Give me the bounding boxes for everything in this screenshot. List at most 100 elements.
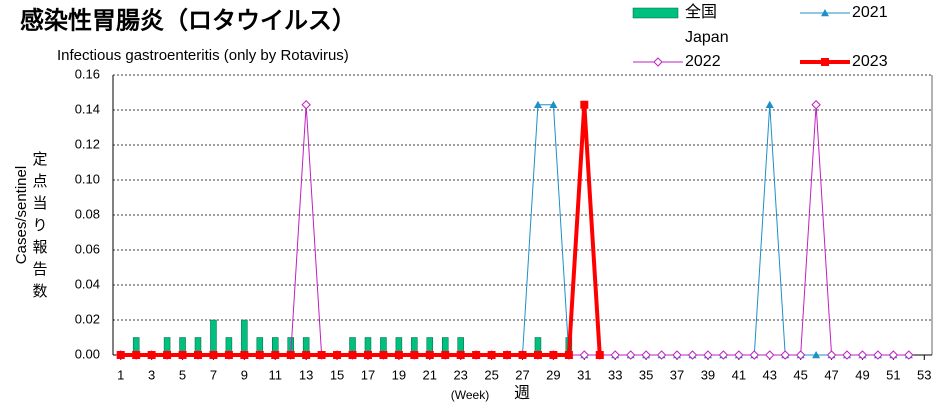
y-tick-label: 0.04 (75, 276, 100, 291)
marker (610, 350, 620, 360)
marker (749, 350, 759, 360)
x-tick-label: 3 (148, 367, 155, 382)
marker (703, 350, 713, 360)
legend-label: 2021 (852, 4, 888, 21)
marker (625, 350, 636, 360)
marker (595, 351, 604, 359)
marker (549, 351, 558, 359)
y-tick-label: 0.12 (75, 136, 100, 151)
x-tick-label: 39 (701, 367, 715, 382)
marker (456, 351, 465, 359)
marker (209, 351, 218, 359)
marker (178, 351, 187, 359)
y-tick-label: 0.06 (75, 241, 100, 256)
marker (780, 350, 790, 360)
x-tick-label: 29 (546, 367, 560, 382)
x-tick-label: 31 (577, 367, 591, 382)
legend-item: 2021 (800, 4, 888, 21)
x-axis-label: (Week) (451, 388, 489, 402)
marker (132, 351, 141, 359)
x-tick-label: 23 (453, 367, 467, 382)
x-tick-label: 21 (423, 367, 437, 382)
line (120, 104, 909, 356)
x-tick-label: 19 (392, 367, 406, 382)
marker (271, 351, 280, 359)
marker (410, 351, 419, 359)
y-tick-label: 0.02 (75, 311, 100, 326)
marker (687, 350, 698, 360)
marker (487, 351, 496, 359)
marker (795, 350, 806, 360)
marker (811, 100, 821, 110)
marker (348, 351, 357, 359)
legend-item: 2022 (633, 53, 721, 70)
legend-swatch (632, 7, 679, 19)
marker (857, 350, 868, 360)
y-tick-label: 0.08 (75, 206, 100, 221)
marker (821, 9, 829, 17)
marker (301, 100, 311, 110)
marker (533, 100, 542, 108)
marker (904, 350, 914, 360)
x-tick-label: 17 (361, 367, 375, 382)
marker (379, 351, 388, 359)
marker (765, 350, 775, 360)
marker (734, 350, 744, 360)
marker (255, 351, 264, 359)
bar (210, 319, 217, 356)
x-tick-label: 43 (763, 367, 777, 382)
marker (826, 350, 837, 360)
legend-item: 2023 (800, 53, 888, 70)
marker (564, 351, 573, 359)
marker (224, 351, 233, 359)
legend-label: 2022 (685, 53, 721, 70)
x-tick-label: 15 (330, 367, 344, 382)
marker (580, 100, 589, 109)
y-tick-label: 0.00 (75, 346, 100, 361)
bar (241, 319, 248, 356)
marker (302, 351, 311, 359)
x-tick-label: 53 (917, 367, 931, 382)
x-tick-label: 45 (793, 367, 807, 382)
x-tick-label: 1 (117, 367, 124, 382)
legend-item: 全国 Japan (632, 3, 729, 46)
x-tick-label: 11 (269, 367, 283, 382)
x-tick-label: 41 (732, 367, 746, 382)
legend-label: 2023 (852, 53, 888, 70)
marker (888, 350, 899, 360)
x-tick-label: 37 (670, 367, 684, 382)
marker (549, 100, 558, 108)
x-tick-label: 7 (210, 367, 217, 382)
marker (873, 350, 883, 360)
x-tick-label: 25 (484, 367, 498, 382)
marker (394, 351, 403, 359)
x-tick-label: 13 (299, 367, 313, 382)
x-tick-label: 9 (241, 367, 248, 382)
y-axis-label: Cases/sentinel (13, 166, 30, 264)
line (120, 104, 909, 356)
marker (163, 351, 172, 359)
marker (579, 350, 590, 360)
marker (147, 351, 156, 359)
marker (363, 351, 372, 359)
marker (765, 100, 774, 108)
y-tick-label: 0.16 (75, 66, 100, 81)
marker (441, 351, 450, 359)
marker (718, 350, 729, 360)
marker (812, 351, 821, 359)
marker (116, 351, 125, 359)
x-tick-label: 47 (824, 367, 838, 382)
marker (656, 350, 667, 360)
x-tick-label: 27 (515, 367, 529, 382)
line (120, 104, 602, 357)
marker (518, 351, 527, 359)
marker (672, 350, 682, 360)
marker (641, 350, 651, 360)
marker (317, 351, 326, 359)
marker (472, 351, 481, 359)
marker (653, 57, 663, 67)
marker (425, 351, 434, 359)
chart-title: 感染性胃腸炎（ロタウイルス） (20, 6, 356, 34)
y-tick-label: 0.14 (75, 101, 100, 116)
